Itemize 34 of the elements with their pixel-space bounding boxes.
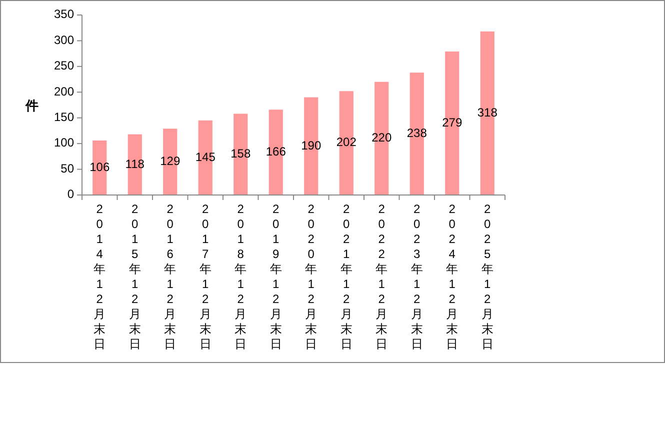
data-label: 158 [230,146,251,161]
y-tick-label: 200 [54,84,74,98]
category-label: 2018年12月末日 [234,202,247,351]
y-tick-label: 250 [54,58,74,73]
category-label: 2024年12月末日 [446,202,458,351]
data-label: 238 [406,126,428,140]
category-label: 2016年12月末日 [164,202,176,351]
category-label: 2025年12月末日 [481,202,494,351]
category-label: 2017年12月末日 [199,202,212,351]
data-label: 166 [266,144,286,158]
category-label: 2021年12月末日 [340,202,352,351]
bar [128,134,142,195]
y-tick-label: 0 [67,187,74,202]
data-label: 118 [125,156,145,171]
category-label: 2015年12月末日 [128,202,141,351]
y-tick-label: 300 [54,32,74,47]
data-label: 220 [372,130,392,145]
category-label: 2020年12月末日 [305,202,318,351]
data-label: 279 [442,115,462,130]
category-label: 2019年12月末日 [270,202,282,351]
y-tick-label: 150 [54,110,74,124]
y-tick-label: 100 [54,136,74,150]
data-label: 129 [160,154,180,168]
data-label: 202 [336,135,357,150]
data-label: 318 [477,105,498,120]
category-label: 2014年12月末日 [94,202,106,351]
data-label: 145 [195,150,216,164]
y-tick-label: 50 [60,161,74,176]
data-label: 106 [90,160,110,174]
y-tick-label: 350 [54,7,74,22]
data-label: 190 [301,138,322,152]
y-axis-title: 件 [24,98,38,113]
category-label: 2023年12月末日 [410,202,423,351]
category-label: 2022年12月末日 [376,202,388,351]
